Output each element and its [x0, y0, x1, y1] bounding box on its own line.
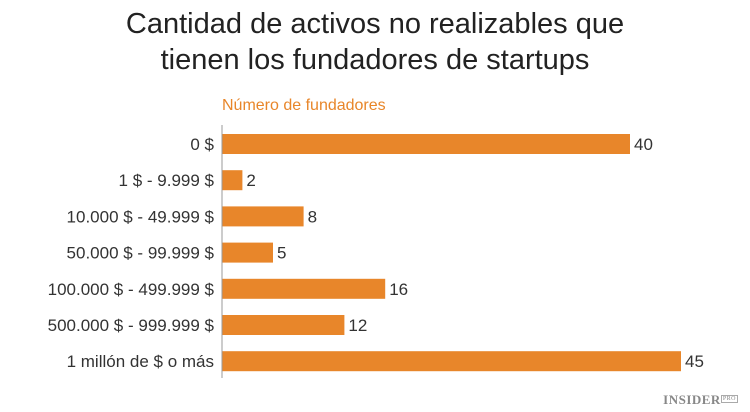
bar — [222, 278, 386, 299]
data-label: 40 — [634, 135, 653, 154]
axis-label: Número de fundadores — [222, 97, 386, 114]
data-label: 5 — [277, 244, 286, 263]
category-label: 0 $ — [190, 135, 214, 154]
category-label: 10.000 $ - 49.999 $ — [67, 207, 215, 226]
data-label: 16 — [389, 280, 408, 299]
insider-pro-logo: INSIDER PRO — [663, 392, 738, 408]
bar — [222, 170, 243, 191]
chart-title-line-2: tienen los fundadores de startups — [160, 44, 590, 76]
category-label: 500.000 $ - 999.999 $ — [48, 316, 215, 335]
bar — [222, 315, 345, 335]
data-label: 12 — [348, 316, 367, 335]
bar — [222, 206, 304, 227]
bar — [222, 351, 681, 372]
data-label: 2 — [246, 171, 255, 190]
data-label: 8 — [308, 207, 317, 226]
logo-text: INSIDER — [663, 392, 721, 407]
category-label: 1 millón de $ o más — [67, 352, 214, 371]
chart-title-line-1: Cantidad de activos no realizables que — [125, 8, 625, 40]
data-label: 45 — [685, 352, 704, 371]
category-label: 100.000 $ - 499.999 $ — [48, 280, 215, 299]
bar — [222, 134, 630, 154]
bar — [222, 242, 273, 263]
category-label: 1 $ - 9.999 $ — [119, 171, 215, 190]
logo-sub: PRO — [720, 395, 738, 403]
category-label: 50.000 $ - 99.999 $ — [67, 244, 215, 263]
